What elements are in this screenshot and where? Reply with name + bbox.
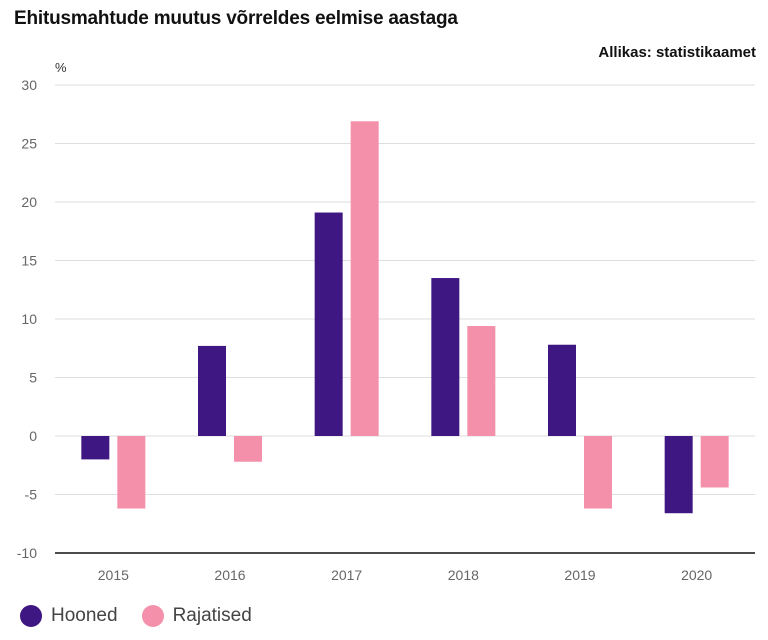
legend-swatch-hooned: [20, 605, 42, 627]
legend-item-hooned[interactable]: Hooned: [20, 605, 118, 627]
bar-rajatised-2019[interactable]: [584, 436, 612, 509]
x-tick-labels: 2015 2016 2017 2018 2019 2020: [98, 567, 713, 583]
x-tick-label: 2015: [98, 567, 129, 583]
y-tick-label: -5: [25, 487, 38, 503]
y-tick-labels: 30 25 20 15 10 5 0 -5 -10: [17, 77, 37, 561]
bar-rajatised-2020[interactable]: [700, 436, 729, 488]
grid-lines: [55, 84, 755, 554]
bar-rajatised-2015[interactable]: [117, 436, 146, 509]
x-tick-label: 2018: [448, 567, 479, 583]
bar-rajatised-2017[interactable]: [350, 121, 379, 437]
bar-hooned-2015[interactable]: [81, 436, 110, 460]
legend-label-hooned: Hooned: [51, 605, 118, 626]
bar-hooned-2018[interactable]: [431, 278, 460, 436]
legend-item-rajatised[interactable]: Rajatised: [141, 605, 252, 627]
legend-swatch-rajatised: [141, 605, 164, 627]
bar-hooned-2016[interactable]: [198, 345, 226, 436]
legend: Hooned Rajatised: [20, 605, 276, 627]
y-tick-label: 20: [21, 194, 37, 210]
legend-label-rajatised: Rajatised: [172, 605, 252, 626]
x-tick-label: 2020: [681, 567, 712, 583]
bar-hooned-2019[interactable]: [548, 344, 576, 436]
y-tick-label: 30: [21, 77, 37, 93]
bars: [81, 121, 729, 514]
chart-title: Ehitusmahtude muutus võrreldes eelmise a…: [14, 8, 458, 29]
x-tick-label: 2019: [564, 567, 595, 583]
y-tick-label: 5: [29, 370, 37, 386]
y-tick-label: -10: [17, 545, 37, 561]
bar-rajatised-2016[interactable]: [234, 436, 262, 462]
bar-hooned-2017[interactable]: [314, 212, 343, 436]
y-tick-label: 25: [21, 136, 37, 152]
bar-hooned-2020[interactable]: [664, 436, 693, 514]
y-tick-label: 10: [21, 311, 37, 327]
source-note: Allikas: statistikaamet: [598, 44, 756, 61]
x-tick-label: 2017: [331, 567, 362, 583]
x-tick-label: 2016: [214, 567, 245, 583]
y-axis-unit: %: [55, 60, 67, 75]
bar-rajatised-2018[interactable]: [467, 326, 496, 436]
y-tick-label: 15: [21, 253, 37, 269]
y-tick-label: 0: [29, 428, 37, 444]
